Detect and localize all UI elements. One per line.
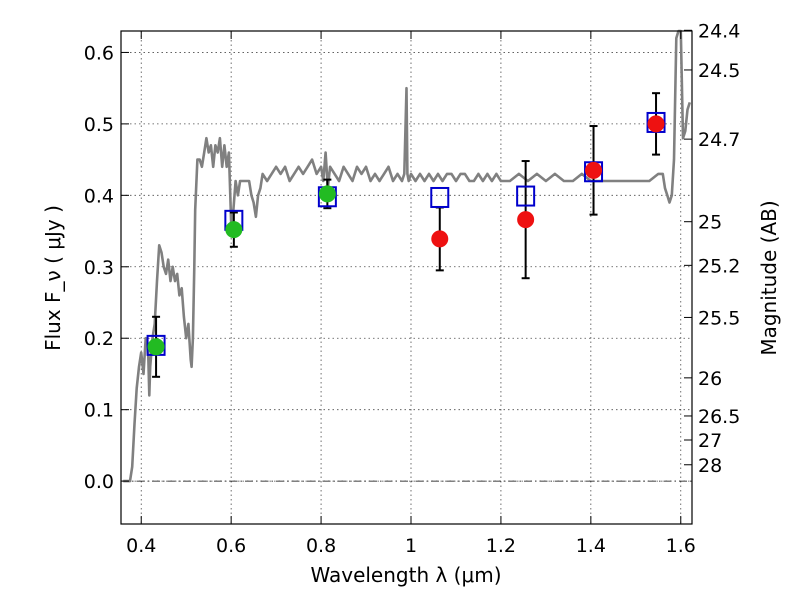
red-data-point [517, 211, 535, 229]
tick-labels: 0.4 0.6 0.8 1 1.2 1.4 1.6 0.0 0.1 0.2 0.3 0.4 0.5 0.6… [84, 20, 741, 557]
plot-frame [120, 30, 693, 525]
x-axis-label: Wavelength λ (μm) [310, 563, 501, 587]
red-data-point [585, 161, 603, 179]
y-axis-label: Flux F_ν ( μJy ) [41, 205, 65, 351]
right-tick-label: 25.2 [698, 255, 740, 277]
right-tick-label: 24.7 [698, 129, 740, 151]
model-point-square [430, 186, 450, 208]
right-tick-label: 26 [698, 368, 722, 390]
green-data-point [318, 185, 336, 203]
axis-ticks [121, 29, 692, 524]
red-data-point [647, 115, 665, 133]
y-tick-label: 0.6 [84, 42, 114, 64]
x-tick-label: 1.6 [666, 535, 696, 557]
x-tick-label: 0.8 [306, 535, 336, 557]
x-tick-label: 1.2 [486, 535, 516, 557]
green-data-point [225, 221, 243, 239]
grid-lines [121, 31, 692, 524]
right-tick-label: 25 [698, 212, 722, 234]
right-tick-label: 27 [698, 430, 722, 452]
x-tick-label: 1.4 [576, 535, 606, 557]
model-point-square [516, 185, 536, 207]
right-tick-label: 24.4 [698, 20, 740, 42]
right-tick-label: 26.5 [698, 406, 740, 428]
x-tick-label: 1 [405, 535, 417, 557]
y-tick-label: 0.1 [84, 400, 114, 422]
y-tick-label: 0.4 [84, 185, 114, 207]
y-tick-label: 0.2 [84, 328, 114, 350]
y-tick-label: 0.3 [84, 257, 114, 279]
right-tick-label: 28 [698, 455, 722, 477]
right-axis-label: Magnitude (AB) [757, 200, 781, 355]
x-tick-label: 0.6 [216, 535, 246, 557]
y-tick-label: 0.0 [84, 471, 114, 493]
x-tick-label: 0.4 [126, 535, 156, 557]
red-data-point [431, 230, 449, 248]
observed-points [147, 115, 665, 356]
y-tick-label: 0.5 [84, 114, 114, 136]
green-data-point [147, 338, 165, 356]
model-spectrum [123, 29, 692, 483]
model-spectrum-line [123, 29, 692, 483]
right-tick-label: 24.5 [698, 60, 740, 82]
right-tick-label: 25.5 [698, 307, 740, 329]
